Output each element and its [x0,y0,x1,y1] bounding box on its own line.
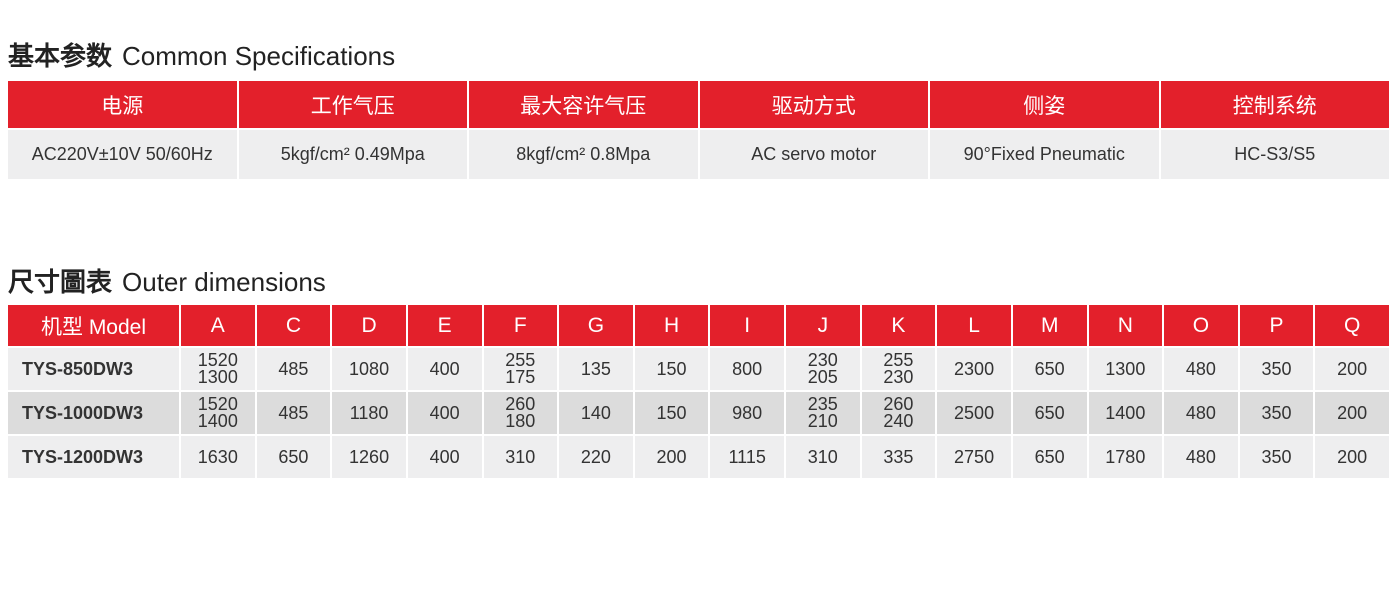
table-row: TYS-1200DW3 1630 650 1260 400 310 220 200 1115 31… [8,436,1389,478]
dimension-cell: 2750 [937,436,1011,478]
header-cell-e: E [407,305,482,346]
outer-dimensions-table: 机型 Model A C D E F G H I J K L M N O P Q TYS-850DW3 1520 … [6,303,1391,480]
dimension-cell: 800 [710,348,784,390]
dimension-cell: 260 240 [861,392,936,434]
header-cell-h: H [634,305,709,346]
dimension-cell: 230 205 [786,348,860,390]
header-cell-c: C [256,305,331,346]
dimension-cell: 1520 1400 [181,392,255,434]
header-cell-m: M [1012,305,1087,346]
dimension-cell: 1400 [1088,392,1163,434]
header-cell-j: J [786,305,860,346]
header-cell-o: O [1164,305,1238,346]
dimension-cell: 335 [861,436,936,478]
dimension-cell: 650 [1012,392,1087,434]
dimension-cell: 2500 [937,392,1011,434]
dimension-cell: 200 [1315,392,1389,434]
dimension-cell: 1180 [332,392,406,434]
model-cell: TYS-1200DW3 [8,436,179,478]
header-cell: 工作气压 [238,81,467,128]
header-cell-a: A [181,305,255,346]
header-cell-n: N [1088,305,1163,346]
header-cell: 侧姿 [930,81,1159,128]
dimension-cell: 1520 1300 [181,348,255,390]
dimension-cell: 400 [407,348,482,390]
dimension-cell: 200 [634,436,709,478]
value-cell: 8kgf/cm² 0.8Mpa [469,130,698,179]
dimension-cell: 480 [1164,348,1238,390]
dimension-cell: 350 [1239,348,1314,390]
dimension-cell: 400 [407,392,482,434]
dimension-cell: 135 [559,348,633,390]
dimension-cell: 650 [256,436,331,478]
dimension-cell: 140 [559,392,633,434]
table-header-row: 电源 工作气压 最大容许气压 驱动方式 侧姿 控制系统 [8,81,1389,128]
title-cn: 尺寸圖表 [8,267,113,297]
header-cell: 控制系统 [1160,81,1389,128]
dimension-cell: 255 230 [861,348,936,390]
value-cell: 5kgf/cm² 0.49Mpa [238,130,467,179]
table-row: TYS-850DW3 1520 1300 485 1080 400 255 175 135 1… [8,348,1389,390]
dimension-cell: 350 [1239,392,1314,434]
dimension-cell: 480 [1164,436,1238,478]
spec-section-title: 基本参数 Common Specifications [8,36,395,73]
value-cell: HC-S3/S5 [1160,130,1389,179]
header-cell-model: 机型 Model [8,305,179,346]
header-cell-d: D [332,305,406,346]
header-cell-g: G [559,305,633,346]
dimension-cell: 1300 [1088,348,1163,390]
header-cell-p: P [1239,305,1314,346]
dimension-cell: 1630 [181,436,255,478]
dimension-cell: 480 [1164,392,1238,434]
header-cell-i: I [710,305,784,346]
dimension-cell: 235 210 [786,392,860,434]
dimension-cell: 1780 [1088,436,1163,478]
header-cell: 驱动方式 [699,81,928,128]
dimension-cell: 980 [710,392,784,434]
header-cell-k: K [861,305,936,346]
dimension-cell: 650 [1012,348,1087,390]
dimension-cell: 650 [1012,436,1087,478]
dimension-cell: 150 [634,348,709,390]
header-cell-q: Q [1315,305,1389,346]
common-specifications-table: 电源 工作气压 最大容许气压 驱动方式 侧姿 控制系统 AC220V±10V 50/60H… [6,79,1391,181]
model-cell: TYS-1000DW3 [8,392,179,434]
header-cell-l: L [937,305,1011,346]
dimension-cell: 485 [256,392,331,434]
header-cell-f: F [483,305,558,346]
dim-section-title: 尺寸圖表 Outer dimensions [8,262,326,299]
header-cell: 电源 [8,81,237,128]
dimension-cell: 200 [1315,436,1389,478]
dimension-cell: 260 180 [483,392,558,434]
dimension-cell: 1080 [332,348,406,390]
dimension-cell: 255 175 [483,348,558,390]
title-cn: 基本参数 [8,41,113,71]
dimension-cell: 400 [407,436,482,478]
dimension-cell: 310 [786,436,860,478]
dimension-cell: 350 [1239,436,1314,478]
dimension-cell: 1115 [710,436,784,478]
header-cell: 最大容许气压 [469,81,698,128]
title-en: Outer dimensions [122,267,326,297]
dimension-cell: 220 [559,436,633,478]
dimension-cell: 200 [1315,348,1389,390]
dimension-cell: 1260 [332,436,406,478]
table-header-row: 机型 Model A C D E F G H I J K L M N O P Q [8,305,1389,346]
dimension-cell: 2300 [937,348,1011,390]
value-cell: AC220V±10V 50/60Hz [8,130,237,179]
value-cell: AC servo motor [699,130,928,179]
model-cell: TYS-850DW3 [8,348,179,390]
dimension-cell: 150 [634,392,709,434]
table-row: AC220V±10V 50/60Hz 5kgf/cm² 0.49Mpa 8kgf/c… [8,130,1389,179]
dimension-cell: 485 [256,348,331,390]
value-cell: 90°Fixed Pneumatic [930,130,1159,179]
title-en: Common Specifications [122,41,396,71]
dimension-cell: 310 [483,436,558,478]
table-row: TYS-1000DW3 1520 1400 485 1180 400 260 180 140… [8,392,1389,434]
